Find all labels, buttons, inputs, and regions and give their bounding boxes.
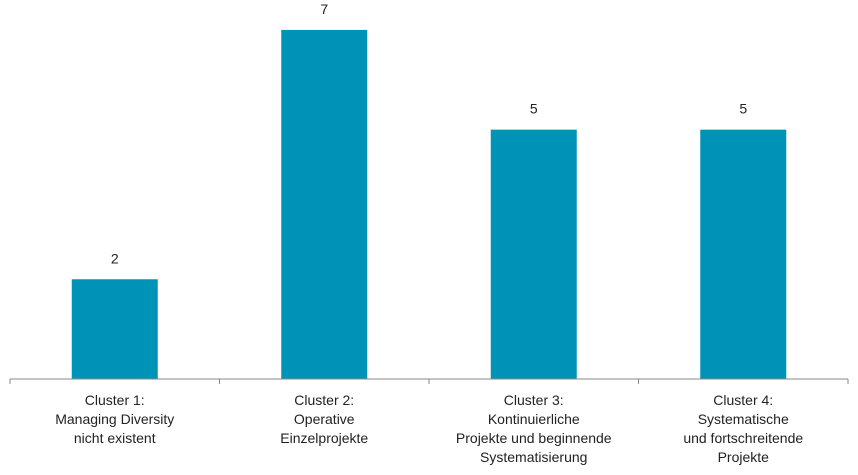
x-tick-label-line: Cluster 1: [85, 392, 145, 408]
data-label-cluster-1: 2 [111, 250, 119, 266]
bar-cluster-1 [71, 279, 158, 379]
data-label-cluster-2: 7 [320, 1, 328, 17]
x-tick-label-cluster-3: Cluster 3: Kontinuierliche Projekte und be… [456, 392, 612, 465]
x-tick-label-cluster-4: Cluster 4: Systematische und fortschreiten… [683, 392, 803, 465]
bar-cluster-3 [490, 129, 577, 379]
x-tick-label-line: Systematische [698, 411, 789, 427]
x-tick-label-line: Operative [294, 411, 355, 427]
bar-cluster-4 [700, 129, 787, 379]
x-tick-label-cluster-1: Cluster 1: Managing Diversity nicht existe… [55, 392, 174, 446]
x-tick-label-line: Projekte [718, 449, 770, 465]
x-tick-labels-group: Cluster 1: Managing Diversity nicht existe… [55, 392, 803, 465]
data-labels-group: 2 7 5 5 [111, 1, 748, 266]
x-tick-label-cluster-2: Cluster 2: Operative Einzelprojekte [280, 392, 368, 446]
x-tick-label-line: Cluster 4: [713, 392, 773, 408]
data-label-cluster-3: 5 [530, 101, 538, 117]
data-label-cluster-4: 5 [739, 101, 747, 117]
x-tick-label-line: Cluster 3: [504, 392, 564, 408]
bars-group [71, 29, 787, 380]
x-tick-label-line: und fortschreitende [683, 430, 803, 446]
x-tick-label-line: Kontinuierliche [488, 411, 580, 427]
x-tick-label-line: Cluster 2: [294, 392, 354, 408]
x-tick-label-line: Managing Diversity [55, 411, 174, 427]
x-tick-label-line: Systematisierung [480, 449, 587, 465]
x-tick-label-line: nicht existent [74, 430, 156, 446]
x-axis [9, 378, 849, 384]
x-tick-label-line: Einzelprojekte [280, 430, 368, 446]
x-tick-label-line: Projekte und beginnende [456, 430, 612, 446]
bar-cluster-2 [281, 29, 368, 380]
